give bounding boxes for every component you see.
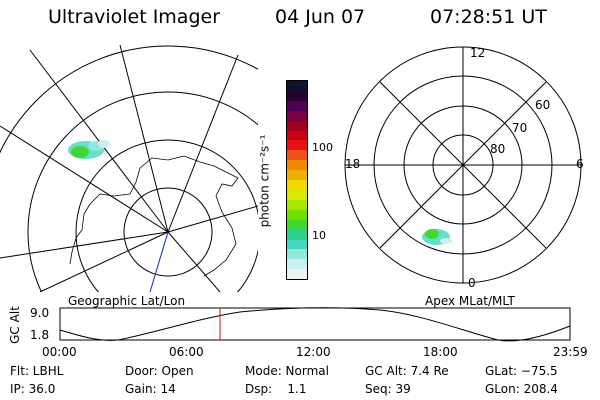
time-label: 07:28:51 UT bbox=[430, 6, 547, 28]
mlat-label-70: 70 bbox=[512, 121, 528, 135]
colorbar-segment bbox=[287, 140, 307, 151]
info-glon: GLon: 208.4 bbox=[485, 382, 558, 396]
timeline-xtick-1800: 18:00 bbox=[423, 345, 458, 359]
colorbar-segment bbox=[287, 120, 307, 131]
altitude-curve bbox=[59, 307, 571, 342]
info-seq: Seq: 39 bbox=[365, 382, 411, 396]
timeline-xtick-0600: 06:00 bbox=[169, 345, 204, 359]
info-ip: IP: 36.0 bbox=[10, 382, 56, 396]
geographic-map-label: Geographic Lat/Lon bbox=[68, 294, 186, 308]
colorbar-segment bbox=[287, 180, 307, 190]
colorbar-segment bbox=[287, 130, 307, 141]
info-gc-alt: GC Alt: 7.4 Re bbox=[365, 364, 449, 378]
colorbar-segment bbox=[287, 100, 307, 111]
timeline-ytick-high: 9.0 bbox=[30, 306, 50, 320]
info-flt: Flt: LBHL bbox=[10, 364, 64, 378]
timeline-ytick-low: 1.8 bbox=[30, 328, 50, 342]
aurora-patch-geographic bbox=[68, 140, 110, 159]
colorbar-tick-10: 10 bbox=[312, 229, 326, 242]
colorbar-segment bbox=[287, 229, 307, 240]
colorbar-segment bbox=[287, 259, 307, 270]
colorbar-segment bbox=[287, 209, 307, 220]
colorbar-segment bbox=[287, 199, 307, 210]
colorbar-segment bbox=[287, 239, 307, 250]
info-door: Door: Open bbox=[125, 364, 194, 378]
instrument-title: Ultraviolet Imager bbox=[48, 6, 221, 28]
mlat-label-80: 80 bbox=[490, 142, 506, 156]
timeline-xtick-2359: 23:59 bbox=[553, 345, 588, 359]
color-scale-bar bbox=[286, 80, 308, 280]
info-mode: Mode: Normal bbox=[245, 364, 329, 378]
colorbar-segment bbox=[287, 110, 307, 121]
magnetic-map-label: Apex MLat/MLT bbox=[425, 294, 515, 308]
colorbar-segment bbox=[287, 189, 307, 200]
info-dsp: Dsp: 1.1 bbox=[245, 382, 307, 396]
timeline-ylabel: GC Alt bbox=[7, 306, 22, 344]
mlt-label-12: 12 bbox=[470, 46, 486, 60]
aurora-patch-magnetic bbox=[422, 229, 452, 245]
mlat-label-60: 60 bbox=[535, 98, 551, 112]
colorbar-segment bbox=[287, 269, 307, 280]
info-glat: GLat: −75.5 bbox=[485, 364, 558, 378]
colorbar-segment bbox=[287, 90, 307, 101]
colorbar-segment bbox=[287, 81, 307, 91]
timeline-xtick-1200: 12:00 bbox=[296, 345, 331, 359]
nadir-track bbox=[149, 231, 169, 293]
colorbar-segment bbox=[287, 219, 307, 230]
colorbar-segment bbox=[287, 160, 307, 171]
date-label: 04 Jun 07 bbox=[275, 6, 366, 28]
colorbar-tick-100: 100 bbox=[312, 141, 333, 154]
colorbar-segment bbox=[287, 249, 307, 260]
colorbar-segment bbox=[287, 170, 307, 181]
timeline-xtick-0000: 00:00 bbox=[42, 345, 77, 359]
mlt-label-18: 18 bbox=[345, 157, 361, 171]
info-gain: Gain: 14 bbox=[125, 382, 176, 396]
mlt-label-6: 6 bbox=[576, 157, 584, 171]
mlt-label-0: 0 bbox=[468, 276, 476, 290]
colorbar-segment bbox=[287, 150, 307, 161]
